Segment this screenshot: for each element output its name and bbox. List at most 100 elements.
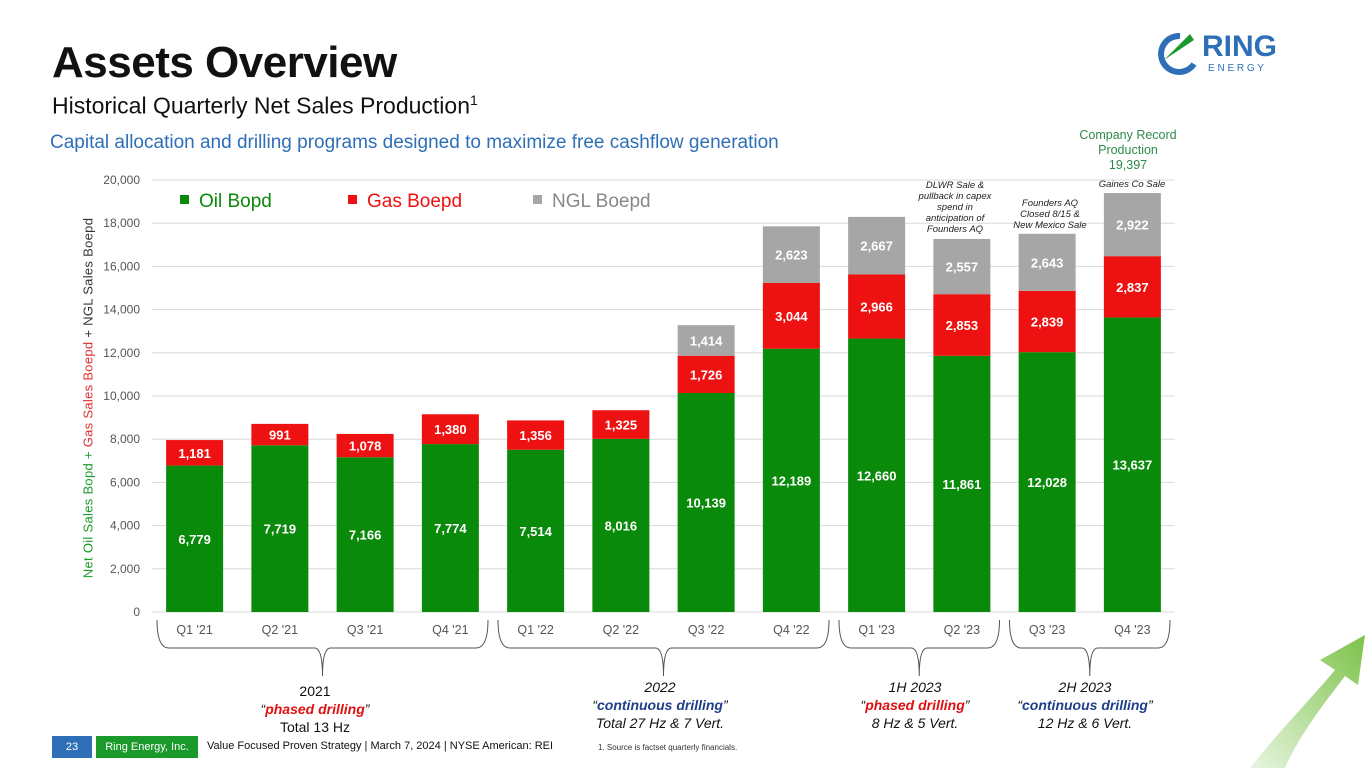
x-tick-label: Q4 '21 (432, 623, 468, 637)
bar-oil-bopd (166, 465, 224, 612)
bar-oil-bopd (677, 392, 735, 612)
bar-oil-bopd (848, 338, 906, 612)
bar-gas-boepd (507, 420, 565, 450)
group-year: 2H 2023 (1058, 679, 1112, 695)
data-label: 2,667 (860, 239, 893, 254)
legend-label: NGL Boepd (552, 191, 651, 212)
data-label: 1,325 (605, 418, 638, 433)
logo-subtext: E N E R G Y (1208, 63, 1264, 74)
legend-label: Gas Boepd (367, 191, 462, 212)
note-line: Founders AQ (1021, 198, 1079, 209)
logo-arrow-mark (1164, 34, 1194, 60)
x-tick-label: Q4 '22 (773, 623, 809, 637)
bar-ngl-boepd (762, 226, 820, 283)
x-tick-label: Q2 '21 (262, 623, 298, 637)
group-bracket (838, 619, 1000, 677)
group-detail: Total 13 Hz (279, 719, 351, 735)
group-year: 2022 (644, 679, 676, 695)
x-tick-label: Q1 '23 (858, 623, 894, 637)
page-tagline: Capital allocation and drilling programs… (50, 132, 779, 153)
footer-text: Value Focused Proven Strategy | March 7,… (207, 740, 554, 752)
x-tick-label: Q1 '21 (176, 623, 212, 637)
y-tick-label: 18,000 (103, 216, 140, 230)
group-label-1h-2023: 1H 2023 “phased drilling” 8 Hz & 5 Vert. (830, 678, 1000, 732)
data-label: 2,643 (1031, 255, 1064, 270)
data-label: 2,837 (1116, 280, 1149, 295)
legend-swatch (180, 195, 189, 204)
bar-oil-bopd (336, 457, 394, 612)
x-tick-label: Q2 '22 (603, 623, 639, 637)
bar-gas-boepd (421, 414, 479, 445)
bar-oil-bopd (251, 445, 309, 612)
y-tick-label: 0 (133, 605, 140, 619)
note-line: DLWR Sale & (925, 180, 985, 191)
record-line-3: 19,397 (1108, 158, 1148, 172)
group-bracket (1009, 619, 1171, 677)
x-tick-label: Q3 '21 (347, 623, 383, 637)
note-q4-23: Gaines Co Sale (1082, 179, 1182, 190)
y-tick-label: 10,000 (103, 389, 140, 403)
bar-ngl-boepd (677, 325, 735, 356)
bar-gas-boepd (848, 274, 906, 339)
group-bracket (497, 619, 830, 677)
bar-oil-bopd (762, 348, 820, 612)
data-label: 7,719 (264, 522, 297, 537)
bar-oil-bopd (1018, 352, 1076, 612)
group-drilling: continuous drilling (597, 697, 723, 713)
data-label: 12,660 (857, 468, 897, 483)
group-bracket (156, 619, 489, 677)
group-year: 1H 2023 (888, 679, 942, 695)
record-production-note: Company Record Production 19,397 (1068, 128, 1188, 173)
footer-company: Ring Energy, Inc. (96, 736, 198, 758)
data-label: 3,044 (775, 309, 808, 324)
group-detail: Total 27 Hz & 7 Vert. (595, 715, 725, 731)
bar-gas-boepd (762, 282, 820, 349)
group-label-2h-2023: 2H 2023 “continuous drilling” 12 Hz & 6 … (1000, 678, 1170, 732)
y-tick-label: 4,000 (110, 519, 140, 533)
x-tick-label: Q3 '23 (1029, 623, 1065, 637)
decorative-arrow-icon (1250, 635, 1365, 768)
data-label: 6,779 (178, 532, 211, 547)
bar-gas-boepd (251, 423, 309, 446)
ring-energy-logo: RING E N E R G Y (1158, 30, 1277, 75)
data-label: 2,922 (1116, 218, 1149, 233)
record-line-2: Production (1098, 143, 1158, 157)
bar-ngl-boepd (1018, 233, 1076, 291)
bar-gas-boepd (1018, 290, 1076, 353)
group-drilling: continuous drilling (1022, 697, 1148, 713)
bar-oil-bopd (507, 449, 565, 612)
y-tick-label: 20,000 (103, 173, 140, 187)
y-tick-label: 6,000 (110, 475, 140, 489)
note-line: Closed 8/15 & (1020, 209, 1080, 220)
y-tick-label: 14,000 (103, 303, 140, 317)
group-label-2021: 2021 “phased drilling” Total 13 Hz (230, 682, 400, 736)
data-label: 1,356 (519, 428, 552, 443)
y-tick-label: 8,000 (110, 432, 140, 446)
group-detail: 8 Hz & 5 Vert. (871, 715, 959, 731)
x-tick-label: Q3 '22 (688, 623, 724, 637)
page-subtitle: Historical Quarterly Net Sales Productio… (52, 92, 478, 120)
data-label: 991 (269, 428, 291, 443)
legend-swatch (348, 195, 357, 204)
group-year: 2021 (299, 683, 331, 699)
data-label: 2,623 (775, 248, 808, 263)
bar-oil-bopd (421, 444, 479, 612)
bar-gas-boepd (166, 440, 224, 466)
note-q3-23: Founders AQ Closed 8/15 & New Mexico Sal… (1000, 198, 1100, 231)
group-drilling: phased drilling (865, 697, 965, 713)
bar-oil-bopd (933, 355, 991, 612)
y-tick-label: 2,000 (110, 562, 140, 576)
note-line: spend in (937, 202, 973, 213)
data-label: 2,839 (1031, 315, 1064, 330)
bar-ngl-boepd (1103, 193, 1161, 257)
data-label: 8,016 (605, 518, 638, 533)
data-label: 2,853 (946, 318, 979, 333)
logo-ring-mark (1158, 32, 1197, 75)
group-drilling: phased drilling (265, 701, 365, 717)
bar-oil-bopd (1103, 317, 1161, 612)
data-label: 2,557 (946, 260, 979, 275)
data-label: 2,966 (860, 300, 893, 315)
x-tick-label: Q4 '23 (1114, 623, 1150, 637)
data-label: 1,414 (690, 333, 723, 348)
